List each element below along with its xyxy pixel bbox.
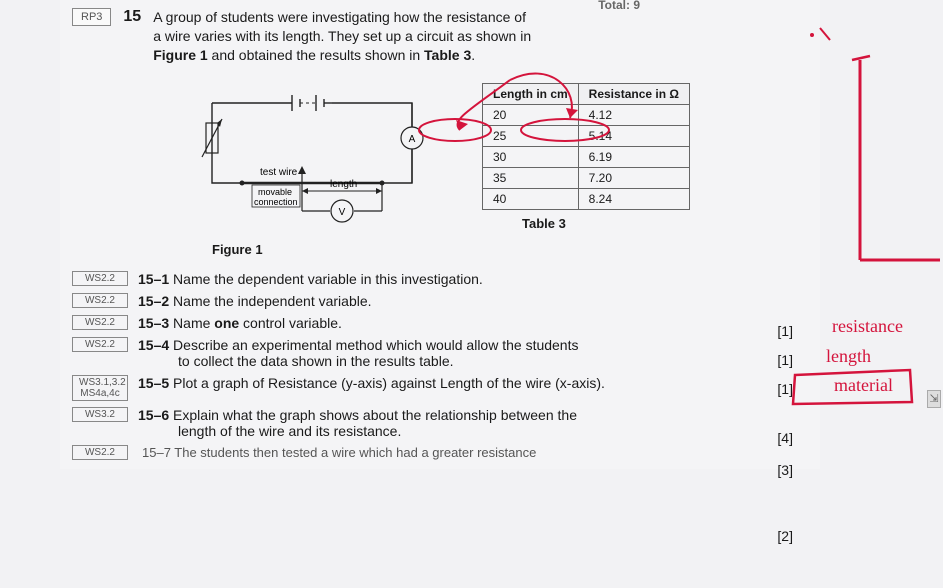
- cell-resistance: 8.24: [578, 188, 689, 209]
- cell-length: 35: [483, 167, 579, 188]
- cell-resistance: 5.14: [578, 125, 689, 146]
- table-row: 408.24: [483, 188, 690, 209]
- col-length: Length in cm: [483, 83, 579, 104]
- cell-length: 25: [483, 125, 579, 146]
- table-row: 204.12: [483, 104, 690, 125]
- subq-num: 15–6: [138, 407, 169, 423]
- subq-text-l2: to collect the data shown in the results…: [178, 353, 454, 369]
- marks-2: [1]: [777, 352, 793, 368]
- subq-num: 15–5: [138, 375, 169, 391]
- subq-body: 15–4 Describe an experimental method whi…: [138, 337, 808, 369]
- side-handle-icon: ⇲: [927, 390, 941, 408]
- voltmeter-label: V: [339, 207, 346, 218]
- question-text: A group of students were investigating h…: [153, 8, 531, 65]
- qtext-line2: a wire varies with its length. They set …: [153, 28, 531, 44]
- ws-tag: WS2.2: [72, 445, 128, 460]
- subq-text-cutoff: 15–7 The students then tested a wire whi…: [142, 445, 536, 463]
- subq-3: WS2.2 15–3 Name one control variable.: [72, 315, 808, 331]
- qtext-line1: A group of students were investigating h…: [153, 9, 526, 25]
- col-resistance: Resistance in Ω: [578, 83, 689, 104]
- circuit-diagram: A V: [182, 83, 442, 233]
- ws-tag: WS2.2: [72, 293, 128, 308]
- subq-body: 15–3 Name one control variable.: [138, 315, 808, 331]
- subq-text-l1: Describe an experimental method which wo…: [173, 337, 578, 353]
- subq-body: 15–2 Name the independent variable.: [138, 293, 808, 309]
- ws-tag: WS2.2: [72, 271, 128, 286]
- figure-table-row: A V: [182, 83, 808, 257]
- subq-text-c: control variable.: [239, 315, 342, 331]
- figure-box: A V: [182, 83, 442, 257]
- subq-text: Name the dependent variable in this inve…: [173, 271, 483, 287]
- table-row: 255.14: [483, 125, 690, 146]
- ammeter-label: A: [409, 134, 416, 145]
- rp-tag: RP3: [72, 8, 111, 26]
- subq-num: 15–2: [138, 293, 169, 309]
- subq-num: 15–3: [138, 315, 169, 331]
- results-table: Length in cm Resistance in Ω 204.12 255.…: [482, 83, 690, 210]
- subq-num: 15–4: [138, 337, 169, 353]
- subq-text-b: one: [214, 315, 239, 331]
- subq-text-l1: Explain what the graph shows about the r…: [173, 407, 577, 423]
- subq-body: 15–6 Explain what the graph shows about …: [138, 407, 808, 439]
- cell-length: 30: [483, 146, 579, 167]
- movable-label-2: connection: [254, 197, 298, 207]
- subq-text: Name the independent variable.: [173, 293, 371, 309]
- question-header: RP3 15 A group of students were investig…: [72, 8, 808, 65]
- marks-5: [3]: [777, 462, 793, 478]
- qtext-fig: Figure 1: [153, 47, 207, 63]
- marks-3: [1]: [777, 381, 793, 397]
- subq-text-a: Name: [173, 315, 214, 331]
- cell-length: 40: [483, 188, 579, 209]
- subq-4: WS2.2 15–4 Describe an experimental meth…: [72, 337, 808, 369]
- question-number: 15: [123, 8, 141, 26]
- cell-resistance: 7.20: [578, 167, 689, 188]
- table-row: 357.20: [483, 167, 690, 188]
- cell-length: 20: [483, 104, 579, 125]
- subq-1: WS2.2 15–1 Name the dependent variable i…: [72, 271, 808, 287]
- table-row: 306.19: [483, 146, 690, 167]
- subq-2: WS2.2 15–2 Name the independent variable…: [72, 293, 808, 309]
- cell-resistance: 4.12: [578, 104, 689, 125]
- marks-4: [4]: [777, 430, 793, 446]
- worksheet-page: Total: 9 RP3 15 A group of students were…: [60, 0, 820, 469]
- subq-text-l2: length of the wire and its resistance.: [178, 423, 401, 439]
- ws-tag: WS2.2: [72, 315, 128, 330]
- table-caption: Table 3: [522, 216, 690, 231]
- test-wire-label: test wire: [260, 167, 298, 178]
- ws-tag: WS3.1,3.2 MS4a,4c: [72, 375, 128, 401]
- subq-6: WS3.2 15–6 Explain what the graph shows …: [72, 407, 808, 439]
- movable-label-1: movable: [258, 187, 292, 197]
- ws-tag: WS2.2: [72, 337, 128, 352]
- subq-5: WS3.1,3.2 MS4a,4c 15–5 Plot a graph of R…: [72, 375, 808, 401]
- subq-body: 15–1 Name the dependent variable in this…: [138, 271, 808, 287]
- length-label: length: [330, 179, 357, 190]
- table-header-row: Length in cm Resistance in Ω: [483, 83, 690, 104]
- subq-7-cutoff: WS2.2 15–7 The students then tested a wi…: [72, 445, 808, 463]
- ws-tag: WS3.2: [72, 407, 128, 422]
- qtext-tbl: Table 3: [424, 47, 471, 63]
- subq-body: 15–5 Plot a graph of Resistance (y-axis)…: [138, 375, 808, 391]
- total-marks-top: Total: 9: [598, 0, 640, 12]
- qtext-end: .: [471, 47, 475, 63]
- subq-num: 15–1: [138, 271, 169, 287]
- figure-caption: Figure 1: [212, 242, 442, 257]
- marks-6: [2]: [777, 528, 793, 544]
- handwritten-answer-2: length: [826, 346, 871, 367]
- subq-text: Plot a graph of Resistance (y-axis) agai…: [173, 375, 605, 391]
- cell-resistance: 6.19: [578, 146, 689, 167]
- table-wrap: Length in cm Resistance in Ω 204.12 255.…: [482, 83, 690, 231]
- ws-tag-l1: WS3.1,3.2: [79, 377, 126, 388]
- marks-1: [1]: [777, 323, 793, 339]
- qtext-mid: and obtained the results shown in: [208, 47, 424, 63]
- handwritten-answer-1: resistance: [832, 316, 903, 337]
- handwritten-answer-3: material: [834, 375, 893, 396]
- ws-tag-l2: MS4a,4c: [80, 388, 119, 399]
